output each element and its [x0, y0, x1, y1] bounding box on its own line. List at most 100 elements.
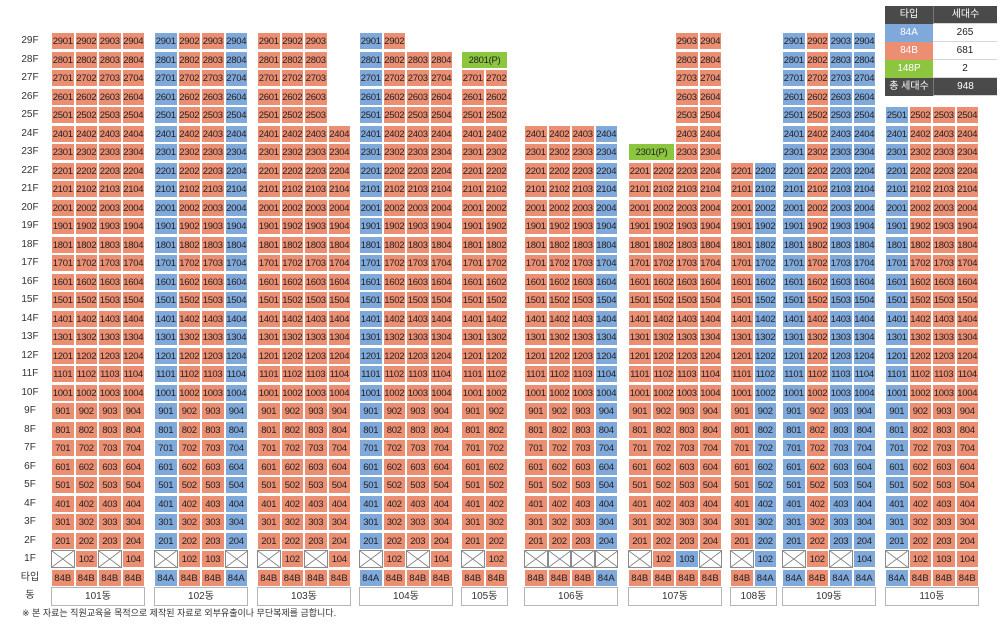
building-104-unit-2202: 2202 [382, 161, 406, 180]
building-101-unit-403: 403 [98, 494, 122, 513]
building-106-unit-1602: 1602 [547, 272, 571, 291]
building-105-unit-2301: 2301 [461, 143, 485, 161]
building-104-unit-2003: 2003 [406, 198, 430, 217]
building-103-unit-2402: 2402 [280, 124, 304, 143]
building-104-unit-1202: 1202 [382, 346, 406, 365]
building-102-type-2: 84B [177, 568, 201, 587]
building-101-unit-402: 402 [74, 494, 98, 513]
building-101-unit-1501: 1501 [51, 291, 75, 309]
building-106-unit-2201: 2201 [524, 161, 548, 180]
building-102-unit-1501: 1501 [154, 291, 178, 309]
building-104-unit-102: 102 [382, 550, 406, 568]
floor-label-6: 6F [24, 460, 36, 472]
building-107-unit-801: 801 [628, 420, 652, 439]
building-109-unit-2304: 2304 [852, 143, 876, 161]
building-108-unit-1001: 1001 [730, 383, 754, 402]
building-103-empty-unit-icon [304, 550, 328, 568]
building-105-unit-601: 601 [461, 457, 485, 476]
building-107-unit-2004: 2004 [698, 198, 722, 217]
building-106-unit-1404: 1404 [594, 309, 618, 328]
building-107-unit-1901: 1901 [628, 217, 652, 235]
building-109-unit-601: 601 [782, 457, 806, 476]
building-106-unit-2204: 2204 [594, 161, 618, 180]
building-109-unit-801: 801 [782, 420, 806, 439]
building-102-unit-903: 903 [201, 402, 225, 420]
building-107-unit-504: 504 [698, 476, 722, 494]
building-106-empty-unit-icon [571, 550, 595, 568]
legend-count-84b: 681 [933, 42, 997, 60]
building-109-unit-2201: 2201 [782, 161, 806, 180]
building-105-unit-2502: 2502 [484, 106, 508, 124]
building-104-unit-2901: 2901 [359, 32, 383, 50]
building-101-unit-2702: 2702 [74, 69, 98, 87]
building-101-type-3: 84B [98, 568, 122, 587]
building-102-unit-901: 901 [154, 402, 178, 420]
building-104-unit-402: 402 [382, 494, 406, 513]
building-107-unit-901: 901 [628, 402, 652, 420]
building-102-unit-2704: 2704 [224, 69, 248, 87]
building-105-unit-102: 102 [484, 550, 508, 568]
building-103-unit-2202: 2202 [280, 161, 304, 180]
building-107-unit-1501: 1501 [628, 291, 652, 309]
building-107-unit-103: 103 [675, 550, 699, 568]
building-103-unit-402: 402 [280, 494, 304, 513]
floor-label-12: 12F [21, 349, 39, 361]
building-101-unit-2602: 2602 [74, 87, 98, 106]
building-107-unit-1002: 1002 [651, 383, 675, 402]
building-109-unit-201: 201 [782, 531, 806, 550]
building-104-unit-1103: 1103 [406, 365, 430, 383]
building-109-unit-2901: 2901 [782, 32, 806, 50]
building-109-unit-303: 303 [829, 513, 853, 531]
floor-label-14: 14F [21, 312, 39, 324]
building-109-unit-701: 701 [782, 439, 806, 457]
building-103-unit-2603: 2603 [304, 87, 328, 106]
floor-label-5: 5F [24, 479, 36, 490]
building-103-unit-1201: 1201 [257, 346, 281, 365]
building-110-unit-2104: 2104 [955, 180, 979, 198]
building-104-unit-903: 903 [406, 402, 430, 420]
building-109-unit-1804: 1804 [852, 235, 876, 254]
building-110-type-3: 84B [932, 568, 956, 587]
building-103-unit-1602: 1602 [280, 272, 304, 291]
building-101-unit-704: 704 [121, 439, 145, 457]
building-109-unit-1003: 1003 [829, 383, 853, 402]
building-110-unit-203: 203 [932, 531, 956, 550]
building-109-unit-603: 603 [829, 457, 853, 476]
building-109-unit-2301: 2301 [782, 143, 806, 161]
building-101-unit-902: 902 [74, 402, 98, 420]
building-105-unit-1101: 1101 [461, 365, 485, 383]
building-101-unit-2103: 2103 [98, 180, 122, 198]
building-102-unit-803: 803 [201, 420, 225, 439]
building-101-unit-803: 803 [98, 420, 122, 439]
building-109-unit-2502: 2502 [805, 106, 829, 124]
building-103-unit-1202: 1202 [280, 346, 304, 365]
building-104-unit-1504: 1504 [429, 291, 453, 309]
building-106-unit-1504: 1504 [594, 291, 618, 309]
building-102-unit-2204: 2204 [224, 161, 248, 180]
building-105-unit-901: 901 [461, 402, 485, 420]
legend-header-count: 세대수 [933, 6, 997, 24]
building-103-unit-1902: 1902 [280, 217, 304, 235]
building-110-unit-2301: 2301 [885, 143, 909, 161]
building-106-unit-2203: 2203 [571, 161, 595, 180]
building-105-unit-1901: 1901 [461, 217, 485, 235]
building-107-unit-2102: 2102 [651, 180, 675, 198]
building-101-unit-2501: 2501 [51, 106, 75, 124]
building-108-unit-202: 202 [753, 531, 777, 550]
building-103-unit-204: 204 [327, 531, 351, 550]
building-110-unit-1203: 1203 [932, 346, 956, 365]
building-101-unit-201: 201 [51, 531, 75, 550]
building-108-name: 108동 [730, 587, 777, 606]
building-110-unit-2403: 2403 [932, 124, 956, 143]
building-106-unit-902: 902 [547, 402, 571, 420]
building-107-unit-2704: 2704 [698, 69, 722, 87]
building-104-unit-104: 104 [429, 550, 453, 568]
building-104-unit-2702: 2702 [382, 69, 406, 87]
building-109-unit-504: 504 [852, 476, 876, 494]
building-104-unit-1902: 1902 [382, 217, 406, 235]
building-102-unit-1101: 1101 [154, 365, 178, 383]
building-107-unit-702: 702 [651, 439, 675, 457]
building-109-type-1: 84A [782, 568, 806, 587]
building-103-unit-2601: 2601 [257, 87, 281, 106]
building-108-unit-1501: 1501 [730, 291, 754, 309]
